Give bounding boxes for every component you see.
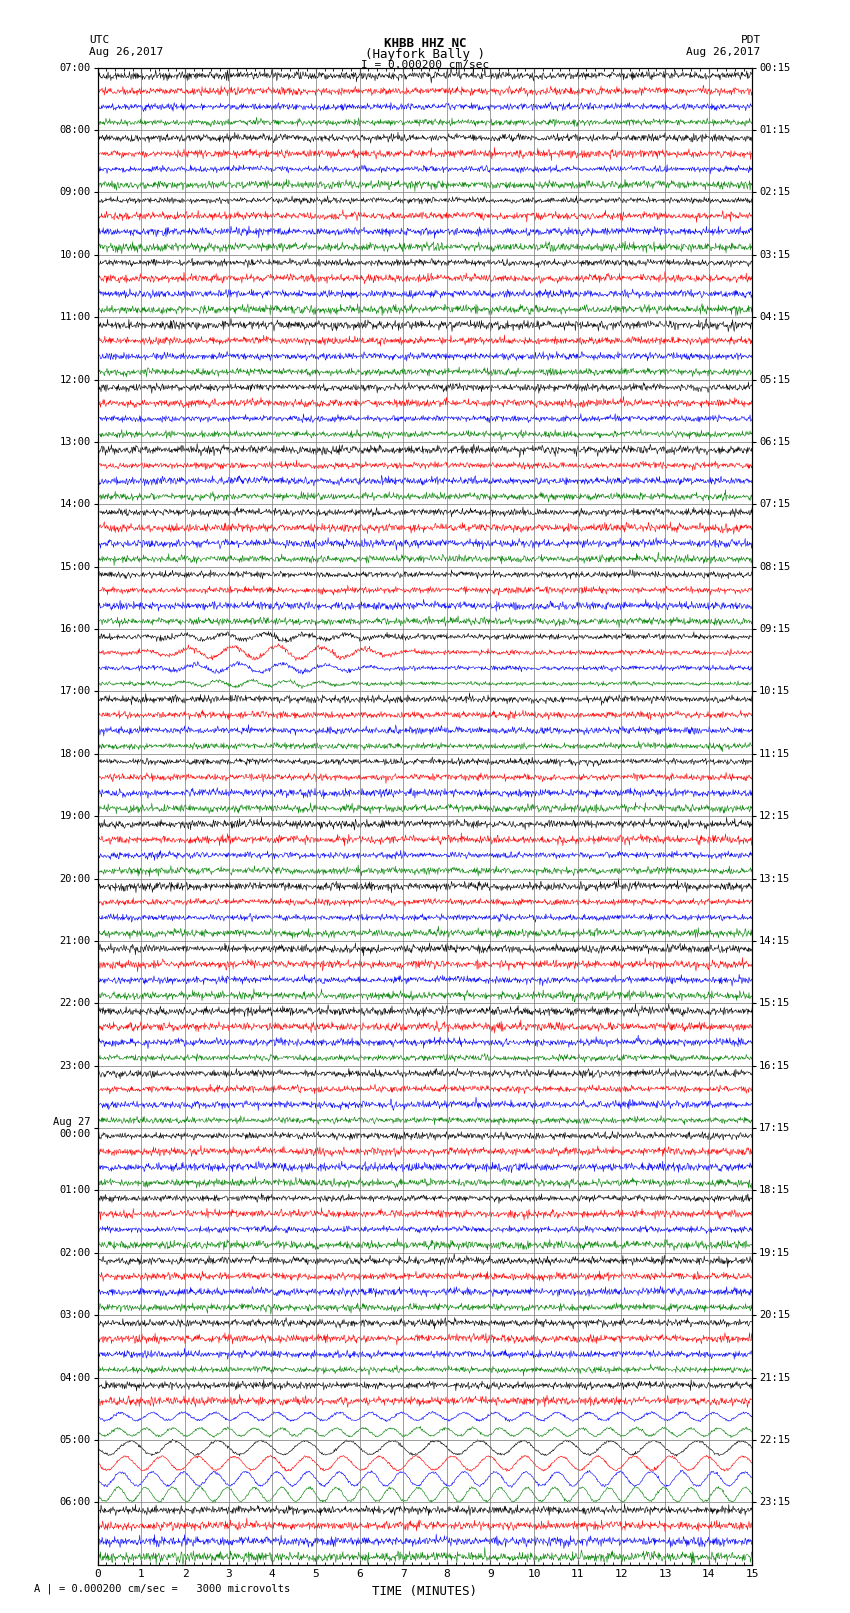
Text: UTC: UTC bbox=[89, 35, 110, 45]
Text: Aug 26,2017: Aug 26,2017 bbox=[687, 47, 761, 56]
Text: PDT: PDT bbox=[740, 35, 761, 45]
Text: I = 0.000200 cm/sec: I = 0.000200 cm/sec bbox=[361, 60, 489, 69]
Text: (Hayfork Bally ): (Hayfork Bally ) bbox=[365, 48, 485, 61]
X-axis label: TIME (MINUTES): TIME (MINUTES) bbox=[372, 1586, 478, 1598]
Text: A | = 0.000200 cm/sec =   3000 microvolts: A | = 0.000200 cm/sec = 3000 microvolts bbox=[34, 1582, 290, 1594]
Text: KHBB HHZ NC: KHBB HHZ NC bbox=[383, 37, 467, 50]
Text: Aug 26,2017: Aug 26,2017 bbox=[89, 47, 163, 56]
